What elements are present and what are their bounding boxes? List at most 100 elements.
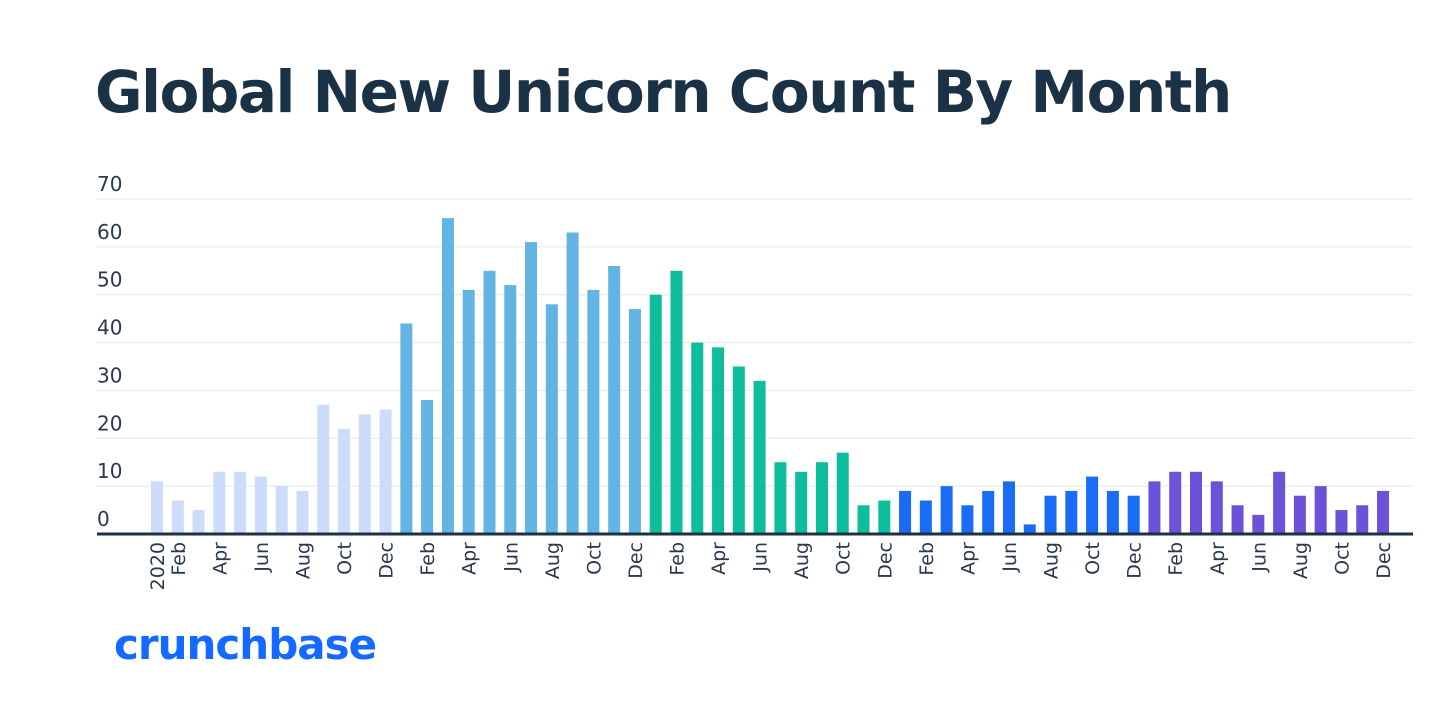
- bar: [379, 409, 392, 534]
- y-axis-ticks: 0 10 20 30 40 50 60 70: [97, 172, 122, 531]
- bar: [441, 218, 454, 534]
- x-tick-label: Oct: [833, 542, 855, 575]
- bar: [878, 500, 891, 534]
- bar: [1231, 505, 1244, 534]
- bar: [628, 309, 641, 534]
- bar: [1273, 471, 1286, 534]
- x-tick-label: Jun: [999, 542, 1021, 573]
- chart-title: Global New Unicorn Count By Month: [95, 58, 1232, 126]
- x-tick-label: Dec: [376, 542, 398, 579]
- bar: [1293, 495, 1306, 534]
- bar: [712, 347, 725, 534]
- x-tick-label: Feb: [916, 542, 938, 576]
- bar: [961, 505, 974, 534]
- crunchbase-logo: crunchbase: [114, 620, 377, 669]
- bar: [1044, 495, 1057, 534]
- x-tick-label: Jun: [251, 542, 273, 573]
- bar: [338, 428, 351, 534]
- y-tick-label: 20: [97, 411, 122, 435]
- bar: [1252, 514, 1265, 534]
- bar: [670, 270, 683, 534]
- bar: [899, 490, 912, 534]
- bar: [1210, 481, 1223, 534]
- x-tick-label: Feb: [417, 542, 439, 576]
- x-tick-label: Aug: [542, 542, 564, 579]
- x-tick-label: Apr: [459, 542, 481, 575]
- x-tick-label: Dec: [874, 542, 896, 579]
- bar: [1335, 510, 1348, 534]
- x-tick-label: Oct: [1331, 542, 1353, 575]
- bar: [857, 505, 870, 534]
- x-tick-label: Aug: [1290, 542, 1312, 579]
- bar: [774, 462, 787, 534]
- x-tick-label: Apr: [708, 542, 730, 575]
- bar: [525, 242, 538, 534]
- x-tick-label: Feb: [667, 542, 689, 576]
- bar: [608, 266, 621, 534]
- x-tick-label: Aug: [1041, 542, 1063, 579]
- bar: [815, 462, 828, 534]
- y-tick-label: 60: [97, 220, 122, 244]
- bar: [1356, 505, 1369, 534]
- bar: [358, 414, 371, 534]
- x-tick-label: Dec: [1124, 542, 1146, 579]
- bar: [1190, 471, 1202, 534]
- bar: [1023, 524, 1036, 534]
- bar: [691, 342, 704, 534]
- x-tick-label: Oct: [583, 542, 605, 575]
- bar: [1314, 486, 1327, 534]
- y-tick-label: 10: [97, 459, 122, 483]
- x-tick-label: Oct: [1082, 542, 1104, 575]
- bar: [1106, 490, 1119, 534]
- x-tick-label: Jun: [500, 542, 522, 573]
- x-tick-label: Aug: [292, 542, 314, 579]
- bar: [483, 270, 496, 534]
- y-tick-label: 0: [97, 507, 110, 531]
- x-tick-label: 2020: [147, 542, 169, 590]
- bar: [192, 510, 205, 534]
- x-tick-label: Apr: [957, 542, 979, 575]
- y-tick-label: 70: [97, 172, 122, 196]
- x-tick-label: Jun: [1248, 542, 1270, 573]
- bar: [151, 481, 163, 534]
- bar: [421, 400, 434, 534]
- bar: [649, 294, 662, 534]
- bar: [462, 289, 475, 534]
- bar: [566, 232, 579, 534]
- bar: [753, 380, 766, 534]
- bar: [919, 500, 932, 534]
- x-tick-label: Feb: [1165, 542, 1187, 576]
- x-tick-label: Aug: [791, 542, 813, 579]
- bar: [587, 289, 600, 534]
- bar: [836, 452, 849, 534]
- y-tick-label: 50: [97, 268, 122, 292]
- bar: [1148, 481, 1161, 534]
- bar: [545, 304, 558, 534]
- x-tick-label: Apr: [209, 542, 231, 575]
- x-tick-label: Jun: [750, 542, 772, 573]
- x-tick-label: Feb: [168, 542, 190, 576]
- bar: [732, 366, 745, 534]
- x-tick-label: Dec: [1373, 542, 1395, 579]
- y-tick-label: 30: [97, 363, 122, 387]
- bar: [171, 500, 184, 534]
- bar: [982, 490, 995, 534]
- x-tick-label: Oct: [334, 542, 356, 575]
- bar: [1377, 490, 1390, 534]
- x-tick-label: Dec: [625, 542, 647, 579]
- bars: [151, 218, 1390, 534]
- bar: [400, 323, 413, 534]
- y-tick-label: 40: [97, 316, 122, 340]
- x-tick-label: Apr: [1207, 542, 1229, 575]
- bar: [940, 486, 953, 534]
- bar: [1127, 495, 1140, 534]
- bar: [254, 476, 267, 534]
- bar: [213, 471, 226, 534]
- bar: [317, 404, 330, 534]
- bar: [795, 471, 808, 534]
- bar: [1086, 476, 1099, 534]
- bar: [504, 285, 517, 534]
- bar: [234, 471, 247, 534]
